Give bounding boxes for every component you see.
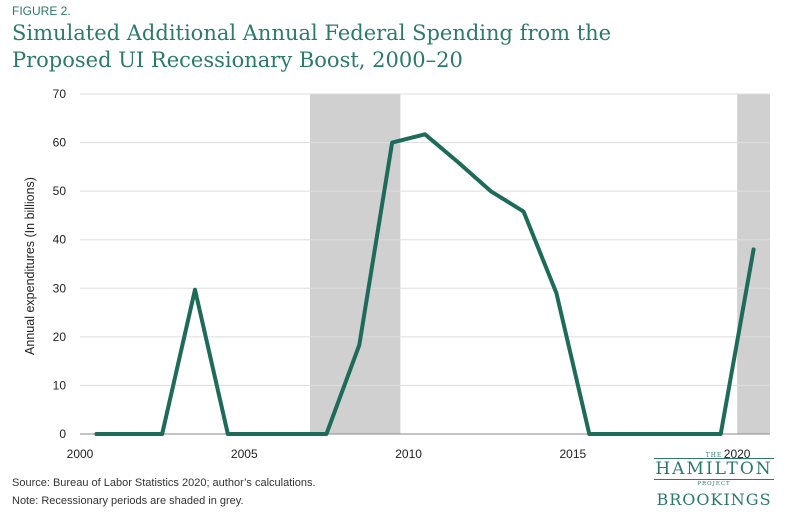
logo-hamilton: HAMILTON: [654, 458, 774, 480]
y-tick-label: 60: [53, 136, 67, 150]
x-tick-label: 2015: [560, 447, 587, 461]
y-axis-label: Annual expenditures (In billions): [23, 177, 37, 355]
recession-shade: [737, 94, 770, 434]
y-tick-label: 70: [53, 87, 67, 101]
shading-note: Note: Recessionary periods are shaded in…: [12, 495, 244, 507]
logo-brookings: BROOKINGS: [656, 490, 772, 509]
recession-shade: [310, 94, 401, 434]
y-tick-label: 40: [53, 233, 67, 247]
y-tick-label: 0: [59, 427, 66, 441]
figure-label: FIGURE 2.: [12, 4, 71, 18]
x-tick-labels: 2000 2005 2010 2015 2020: [67, 447, 751, 461]
chart: 0 10 20 30 40 50 60 70 2000 2005 2010 2015 2020 Ann…: [23, 87, 770, 461]
x-tick-label: 2010: [395, 447, 422, 461]
x-tick-label: 2000: [67, 447, 94, 461]
y-tick-labels: 0 10 20 30 40 50 60 70: [53, 87, 67, 441]
y-tick-label: 10: [53, 378, 67, 392]
notes: Source: Bureau of Labor Statistics 2020;…: [12, 474, 316, 510]
logo-the: THE: [705, 452, 723, 459]
y-tick-label: 20: [53, 330, 67, 344]
y-tick-label: 30: [53, 281, 67, 295]
logo-project: PROJECT: [697, 481, 731, 487]
hamilton-brookings-logo: THE HAMILTON PROJECT BROOKINGS: [636, 452, 792, 514]
data-points: [96, 134, 754, 435]
chart-title: Simulated Additional Annual Federal Spen…: [12, 21, 612, 72]
x-tick-label: 2020: [724, 447, 751, 461]
x-tick-label: 2005: [231, 447, 258, 461]
series-line: [94, 132, 756, 436]
y-tick-label: 50: [53, 184, 67, 198]
recession-shading-group: [310, 94, 770, 434]
source-note: Source: Bureau of Labor Statistics 2020;…: [12, 477, 316, 489]
